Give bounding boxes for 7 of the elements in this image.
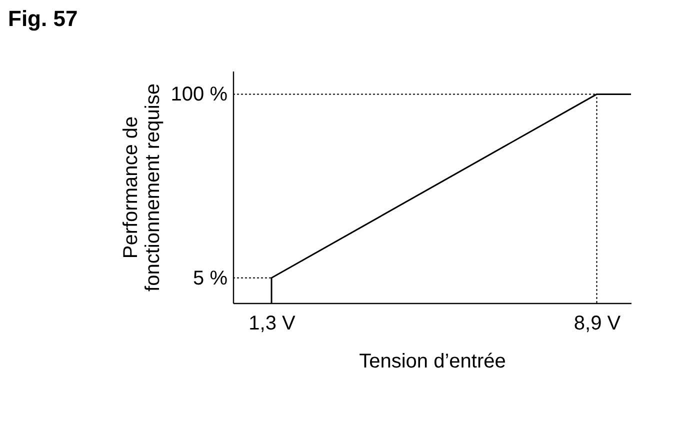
x-axis-title: Tension d’entrée xyxy=(359,350,506,372)
y-tick-label: 5 % xyxy=(193,267,228,290)
y-tick-label: 100 % xyxy=(170,84,228,106)
x-tick-label: 8,9 V xyxy=(574,312,622,334)
x-tick-label: 1,3 V xyxy=(248,312,296,334)
y-axis-title: Performance de fonctionnement requise xyxy=(120,84,164,292)
text: Fig. 57 xyxy=(8,6,78,31)
